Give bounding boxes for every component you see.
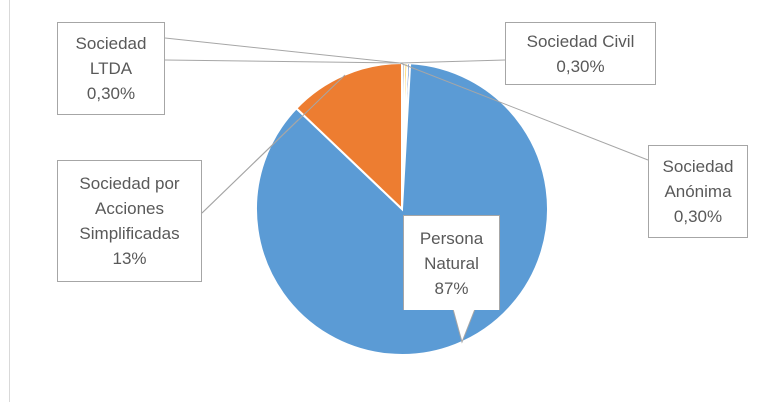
category-label: Persona Natural	[419, 228, 484, 273]
value-label: 0,30%	[86, 84, 136, 103]
value-label: 0,30%	[556, 56, 605, 76]
data-callout: Sociedad Civil 0,30%	[505, 22, 656, 85]
category-label: Sociedad por Acciones Simplificadas	[79, 174, 180, 243]
data-callout: Sociedad Anónima 0,30%	[648, 145, 748, 238]
category-label: Sociedad LTDA	[75, 34, 147, 78]
leader-line	[164, 59, 401, 64]
leader-line	[399, 62, 649, 161]
leader-line	[164, 37, 401, 64]
category-label: Sociedad Anónima	[662, 157, 734, 201]
leaders	[164, 37, 649, 344]
data-callout: Sociedad LTDA 0,30%	[57, 22, 165, 115]
callout-pointer	[452, 308, 476, 344]
data-callout: Persona Natural 87%	[403, 215, 500, 310]
category-label: Sociedad Civil	[526, 31, 635, 51]
leader-line	[399, 59, 506, 64]
value-label: 0,30%	[673, 207, 723, 226]
slices	[255, 61, 549, 356]
leader-line	[201, 119, 299, 214]
value-label: 13%	[112, 249, 147, 268]
data-callout: Sociedad por Acciones Simplificadas 13%	[57, 160, 202, 282]
value-label: 87%	[434, 278, 469, 298]
